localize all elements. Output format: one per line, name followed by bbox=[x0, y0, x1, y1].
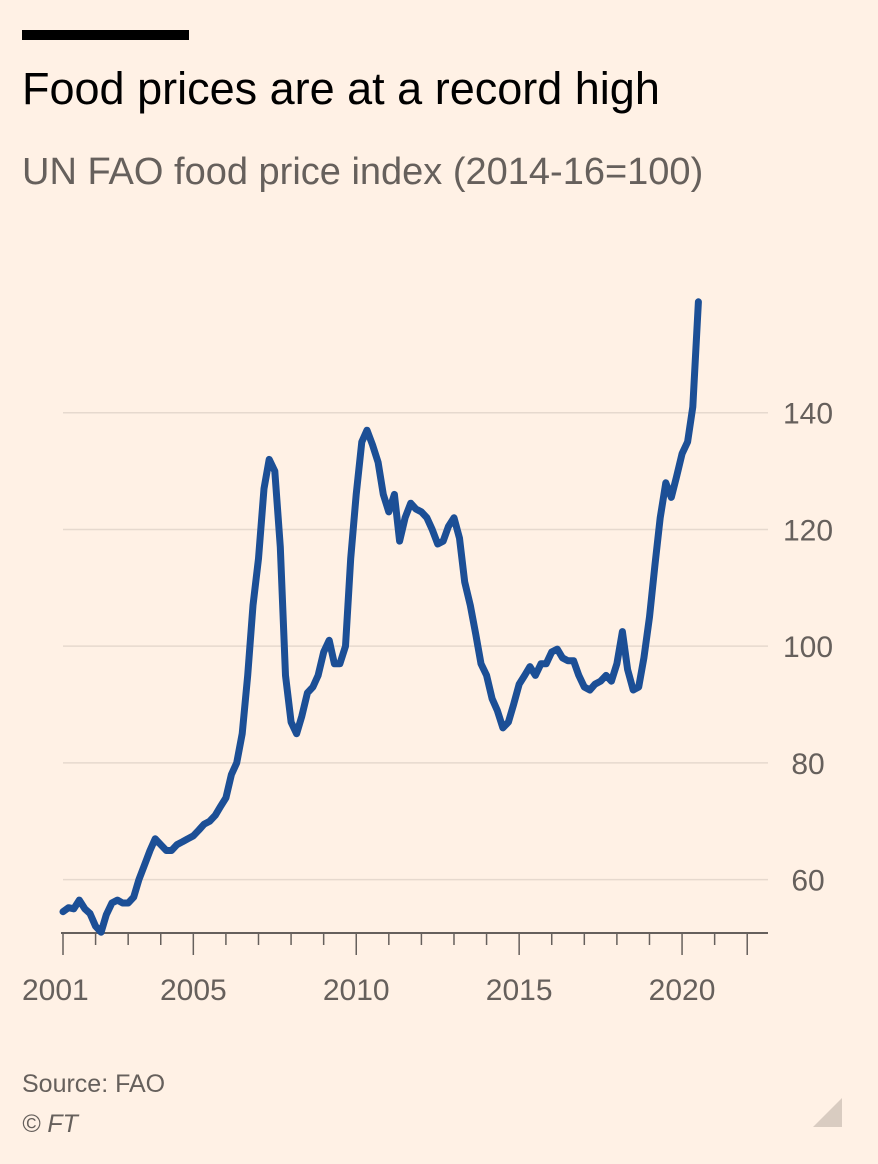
chart-title: Food prices are at a record high bbox=[22, 63, 660, 114]
y-tick-label-140: 140 bbox=[783, 398, 833, 431]
x-axis: 2001 2005 2010 2015 2020 bbox=[22, 932, 768, 1007]
y-tick-label-60: 60 bbox=[791, 865, 824, 898]
y-axis: 60 80 100 120 140 bbox=[783, 398, 833, 898]
resize-corner-icon bbox=[813, 1098, 842, 1127]
grid-lines bbox=[63, 411, 768, 881]
x-tick-label-2001: 2001 bbox=[22, 974, 89, 1007]
brand-top-bar bbox=[22, 30, 189, 40]
series-line-0 bbox=[59, 298, 702, 936]
source-note: Source: FAO bbox=[22, 1070, 166, 1098]
x-tick-label-2005: 2005 bbox=[160, 974, 227, 1007]
chart-subtitle: UN FAO food price index (2014-16=100) bbox=[22, 151, 704, 193]
y-tick-label-120: 120 bbox=[783, 514, 833, 547]
x-tick-label-2010: 2010 bbox=[323, 974, 390, 1007]
series-group bbox=[59, 298, 702, 936]
x-tick-label-2020: 2020 bbox=[649, 974, 716, 1007]
copyright-note: © FT bbox=[22, 1110, 78, 1138]
x-tick-label-2015: 2015 bbox=[486, 974, 553, 1007]
y-tick-label-100: 100 bbox=[783, 631, 833, 664]
y-tick-label-80: 80 bbox=[791, 748, 824, 781]
